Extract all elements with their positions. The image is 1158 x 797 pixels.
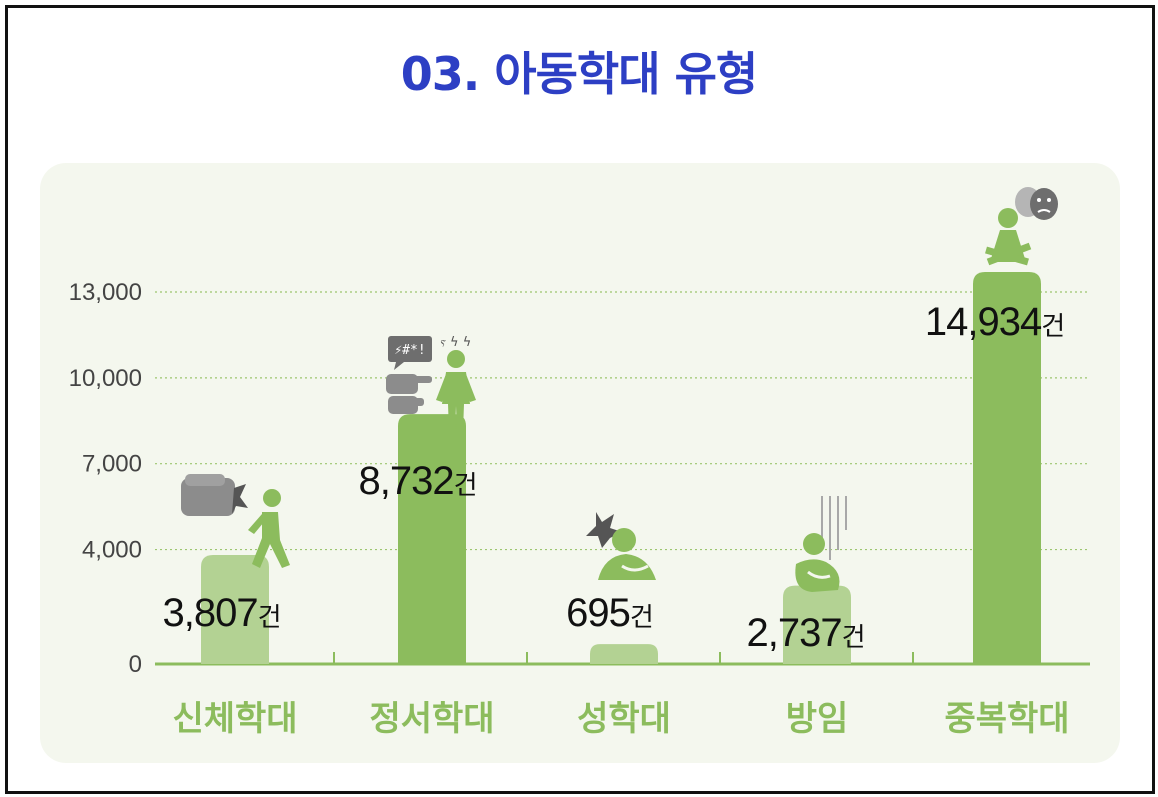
y-tick-label: 7,000 — [82, 451, 142, 478]
value-label: 695건 — [566, 591, 654, 635]
category-label: 방임 — [786, 699, 849, 739]
crouching-person-burst-icon — [586, 512, 656, 580]
value-label: 2,737건 — [746, 611, 865, 655]
category-label: 중복학대 — [944, 699, 1069, 739]
bar-3 — [783, 585, 851, 664]
bar-1 — [398, 414, 466, 664]
bar-2 — [590, 644, 658, 664]
category-label: 정서학대 — [369, 699, 494, 739]
chart-title: 03. 아동학대 유형 — [400, 47, 758, 101]
y-tick-label: 0 — [129, 651, 142, 678]
svg-text:ⲋ ϟ ϟ: ⲋ ϟ ϟ — [441, 335, 472, 350]
bar-0 — [201, 555, 269, 664]
rain-lines-icon — [821, 496, 847, 560]
theatre-masks-icon — [1015, 187, 1058, 220]
walking-person-icon — [248, 489, 290, 568]
value-label: 8,732건 — [358, 459, 477, 503]
y-tick-label: 10,000 — [69, 365, 142, 392]
sitting-person-icon — [985, 208, 1032, 266]
bar-4 — [973, 271, 1041, 664]
thumbs-down-hand-icon — [388, 396, 424, 414]
speech-bubble-icon: ⚡#*! — [388, 336, 432, 370]
stressed-person-icon: ⲋ ϟ ϟ — [436, 335, 476, 432]
value-label: 14,934건 — [925, 300, 1065, 344]
value-label: 3,807건 — [162, 591, 281, 635]
category-label: 성학대 — [577, 699, 671, 739]
category-label: 신체학대 — [172, 699, 297, 739]
y-tick-label: 4,000 — [82, 537, 142, 564]
hugging-knees-person-icon — [795, 533, 840, 592]
svg-text:⚡#*!: ⚡#*! — [394, 343, 425, 358]
pointing-hand-icon — [386, 374, 432, 394]
fist-icon — [181, 474, 248, 516]
y-tick-label: 13,000 — [69, 279, 142, 306]
